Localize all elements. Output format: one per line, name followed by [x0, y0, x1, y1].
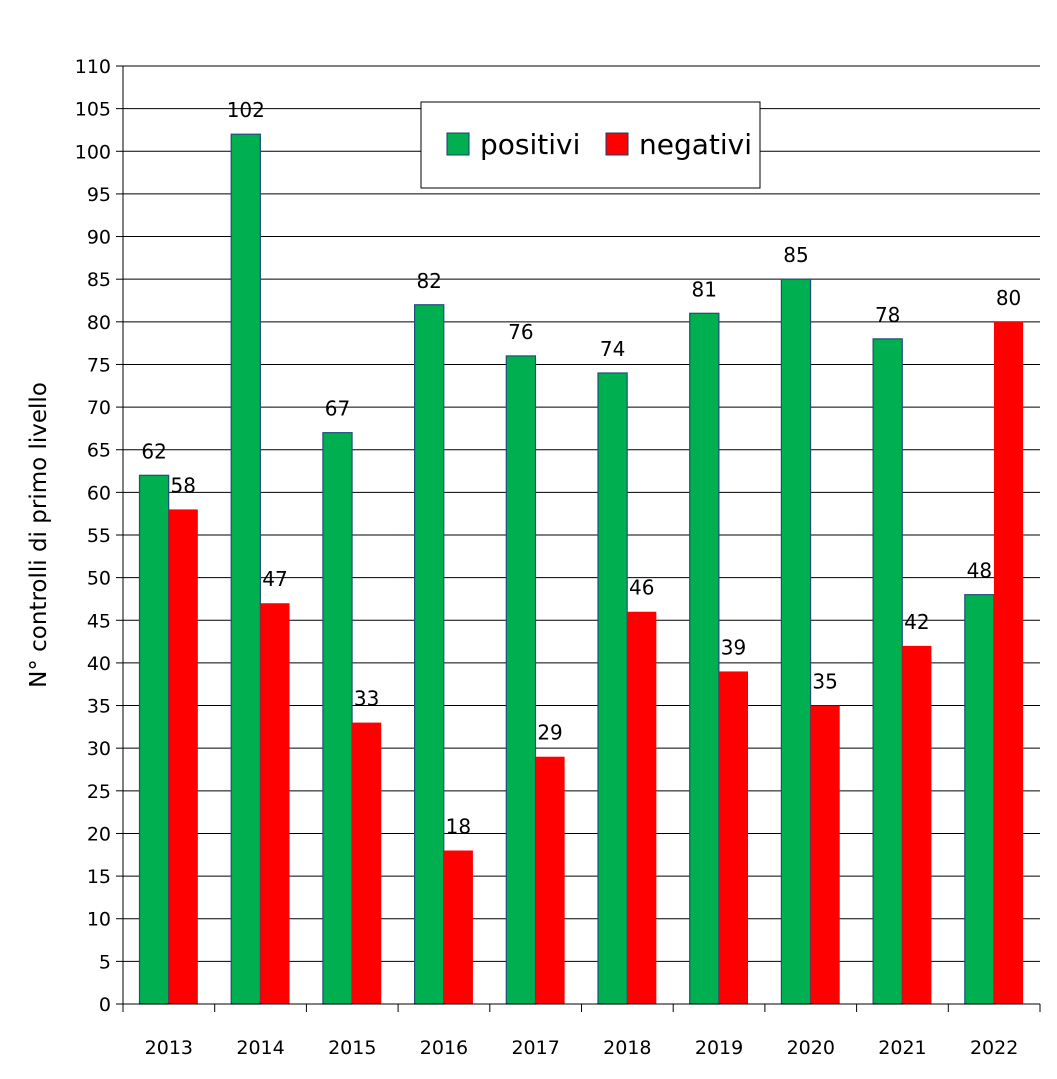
data-label-positivi-2022: 48 [967, 559, 992, 583]
x-tick-label-2013: 2013 [145, 1037, 193, 1059]
data-label-positivi-2013: 62 [141, 439, 166, 463]
bar-positivi-2018 [597, 372, 628, 1005]
data-label-positivi-2017: 76 [508, 320, 533, 344]
bar-negativi-2019 [718, 671, 749, 1004]
bar-negativi-2022 [993, 321, 1024, 1004]
x-tick-label-2018: 2018 [603, 1037, 651, 1059]
y-tick-label-45: 45 [87, 610, 111, 632]
legend-box [420, 101, 761, 189]
y-tick-label-95: 95 [87, 184, 111, 206]
y-tick-label-90: 90 [87, 227, 111, 249]
bar-positivi-2016 [414, 304, 445, 1005]
data-label-positivi-2020: 85 [783, 243, 808, 267]
bars [138, 133, 1024, 1005]
data-label-positivi-2014: 102 [227, 98, 265, 122]
bar-positivi-2022 [964, 594, 995, 1005]
y-tick-label-110: 110 [75, 56, 111, 78]
data-label-negativi-2013: 58 [171, 473, 196, 497]
y-tick-label-0: 0 [99, 994, 111, 1016]
x-tick-label-2020: 2020 [787, 1037, 835, 1059]
legend: positivi negativi [420, 101, 761, 189]
data-label-negativi-2017: 29 [537, 721, 562, 745]
x-tick-label-2017: 2017 [511, 1037, 559, 1059]
data-label-negativi-2022: 80 [996, 286, 1021, 310]
y-tick-label-35: 35 [87, 696, 111, 718]
y-tick-label-50: 50 [87, 568, 111, 590]
data-label-negativi-2016: 18 [446, 815, 471, 839]
data-label-positivi-2016: 82 [416, 269, 441, 293]
x-tick-label-2016: 2016 [420, 1037, 468, 1059]
data-label-positivi-2015: 67 [325, 397, 350, 421]
legend-label-negativi: negativi [639, 128, 752, 161]
x-tick-label-2015: 2015 [328, 1037, 376, 1059]
y-tick-label-40: 40 [87, 653, 111, 675]
y-tick-label-70: 70 [87, 397, 111, 419]
x-tick-label-2021: 2021 [878, 1037, 926, 1059]
y-tick-label-65: 65 [87, 440, 111, 462]
x-tick-label-2014: 2014 [236, 1037, 284, 1059]
data-label-positivi-2018: 74 [600, 337, 625, 361]
bar-positivi-2013 [138, 474, 170, 1005]
data-label-negativi-2014: 47 [262, 567, 287, 591]
y-tick-label-60: 60 [87, 482, 111, 504]
legend-label-positivi: positivi [480, 128, 580, 161]
y-tick-label-85: 85 [87, 269, 111, 291]
y-tick-label-25: 25 [87, 781, 111, 803]
y-tick-label-80: 80 [87, 312, 111, 334]
y-tick-label-5: 5 [99, 951, 111, 973]
data-label-positivi-2019: 81 [692, 277, 717, 301]
data-label-negativi-2021: 42 [904, 610, 929, 634]
legend-swatch-positivi [446, 132, 470, 156]
axes: 0 5 10 15 20 25 30 35 40 45 50 55 60 65 70 75 80 85 90 95 10… [75, 56, 1041, 1059]
bar-negativi-2016 [443, 850, 473, 1004]
bar-negativi-2021 [902, 645, 932, 1004]
y-tick-label-75: 75 [87, 354, 111, 376]
data-label-negativi-2019: 39 [721, 635, 746, 659]
x-tick-label-2019: 2019 [695, 1037, 743, 1059]
y-axis-title: N° controlli di primo livello [26, 382, 52, 688]
bar-negativi-2014 [260, 603, 290, 1004]
y-tick-label-15: 15 [87, 866, 111, 888]
data-label-negativi-2020: 35 [812, 670, 837, 694]
y-tick-label-55: 55 [87, 525, 111, 547]
x-tick-label-2022: 2022 [970, 1037, 1018, 1059]
bar-positivi-2020 [780, 278, 812, 1005]
bar-negativi-2020 [810, 705, 840, 1004]
y-tick-label-30: 30 [87, 738, 111, 760]
y-tick-label-105: 105 [75, 99, 111, 121]
legend-swatch-negativi [605, 132, 629, 156]
data-label-negativi-2018: 46 [629, 576, 654, 600]
bar-negativi-2017 [535, 756, 565, 1004]
y-tick-label-100: 100 [75, 141, 111, 163]
y-tick-label-10: 10 [87, 909, 111, 931]
bar-negativi-2018 [627, 611, 657, 1004]
bar-negativi-2013 [168, 509, 198, 1004]
bar-positivi-2019 [689, 312, 720, 1005]
bar-positivi-2021 [872, 338, 903, 1005]
bar-positivi-2017 [505, 355, 537, 1005]
bar-positivi-2015 [322, 432, 353, 1005]
data-label-negativi-2015: 33 [354, 687, 379, 711]
bar-positivi-2014 [230, 133, 261, 1005]
bar-negativi-2015 [352, 722, 382, 1004]
y-tick-label-20: 20 [87, 823, 111, 845]
data-label-positivi-2021: 78 [875, 303, 900, 327]
